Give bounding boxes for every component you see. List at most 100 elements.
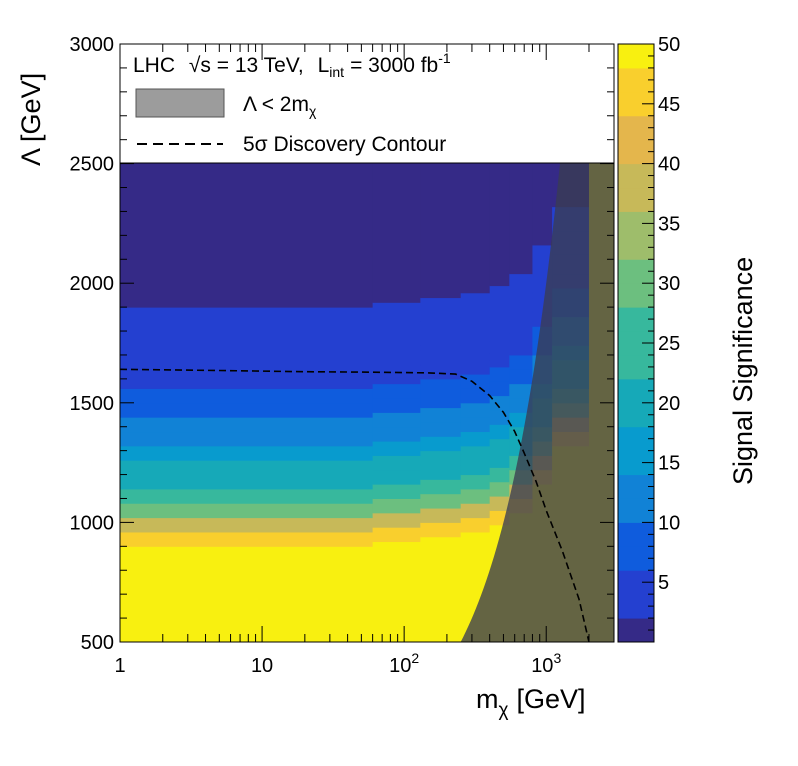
legend-contour-label: 5σ Discovery Contour [243,133,446,156]
heatmap-cell [120,445,374,461]
heatmap-cell [489,163,510,287]
heatmap-cell [460,402,491,418]
heatmap-cell [489,467,510,483]
heatmap-cell [372,541,421,642]
heatmap-cell [489,309,510,334]
color-scale-title: Signal Significance [728,257,758,485]
heatmap-cell [420,436,462,452]
x-axis-title-main: m [476,684,499,714]
legend-header: LHC √s = 13 TeV, Lint = 3000 fb-1 [133,50,451,80]
heatmap-cell [372,484,421,499]
heatmap-cell [489,381,510,397]
y-tick-label: 2500 [70,154,115,176]
heatmap-cell [460,388,491,404]
heatmap-cell [120,546,374,642]
heatmap-cell [460,163,491,294]
heatmap-cell [420,163,462,299]
heatmap-cell [372,426,421,442]
x-tick-base: 1 [114,655,125,677]
heatmap-cell [420,407,462,423]
x-axis-title: mχ [GeV] [476,684,586,721]
heatmap-cell [372,383,421,399]
heatmap-cell [509,340,533,356]
y-tick-label: 500 [81,632,114,654]
heatmap-cell [509,369,533,385]
heatmap-cell [489,496,510,511]
heatmap-cell [509,383,533,399]
heatmap-cell [420,450,462,466]
heatmap-cell [420,393,462,409]
heatmap-cell [489,438,510,454]
heatmap-cell [509,398,533,413]
heatmap-cell [460,340,491,361]
y-tick-label: 1000 [70,512,115,534]
x-tick-base: 10 [531,655,553,677]
legend-band-text: Λ < 2m [243,93,309,116]
heatmap-cell [509,297,533,322]
x-tick-label: 102 [389,650,419,677]
z-tick-label: 30 [658,273,680,295]
heatmap-cell [460,503,491,519]
legend-band-swatch [135,88,225,118]
x-tick-exponent: 2 [411,650,419,666]
heatmap-cell [420,345,462,366]
x-axis-title-unit: [GeV] [516,684,585,714]
heatmap-cell [372,350,421,370]
heatmap-cell [420,522,462,538]
heatmap-cell [489,424,510,440]
heatmap-cell [420,479,462,495]
heatmap-cell [420,493,462,509]
heatmap-cell [120,431,374,447]
y-axis-title: Λ [GeV] [16,73,46,166]
x-axis-title-sub: χ [499,700,509,721]
heatmap-cell [372,498,421,514]
heatmap-cell [120,460,374,476]
color-scale-axis: 5 10 15 20 25 30 35 40 45 50 [642,34,680,631]
x-tick-label: 10 [251,655,273,677]
heatmap-cell [460,474,491,490]
z-tick-label: 15 [658,453,680,475]
heatmap-cell [420,378,462,394]
heatmap-cell [120,374,374,389]
heatmap-cell [489,285,510,311]
x-axis: 1 10 102 103 [114,44,615,677]
heatmap-cell [460,460,491,476]
heatmap-cell [120,474,374,490]
energy-label: √s = 13 TeV, [189,54,304,77]
lumi-value: = 3000 fb [350,54,438,77]
lumi-sub: int [329,64,344,80]
heatmap-cell [120,402,374,418]
heatmap-cell [489,453,510,468]
lumi-unit-exp: -1 [438,50,451,66]
heatmap-cell [489,481,510,497]
heatmap-cell [120,417,374,433]
heatmap-cell [460,431,491,447]
heatmap-cell [372,326,421,351]
z-tick-label: 20 [658,393,680,415]
discovery-contour-line [120,368,590,642]
lumi-label: L [318,54,330,77]
x-tick-label: 1 [114,655,125,677]
heatmap-cell [509,273,533,299]
heatmap-cell [532,244,553,270]
z-tick-label: 35 [658,213,680,235]
heatmap-cell [120,307,374,332]
y-axis: 500 1000 1500 2000 2500 3000 [70,34,614,654]
heatmap-cell [120,503,374,519]
y-tick-label: 3000 [70,34,115,56]
heatmap-cell [489,366,510,382]
heatmap-cell [489,395,510,411]
heatmap-cell [489,333,510,354]
legend-band-label: Λ < 2mχ [243,93,317,119]
heatmap-cell [372,398,421,413]
heatmap-cell [372,527,421,543]
heatmap-cell [460,292,491,318]
heatmap-cell [120,517,374,533]
x-tick-base: 10 [251,655,273,677]
heatmap-cell [460,374,491,389]
heatmap-cell [372,412,421,428]
heatmap-cell [460,488,491,504]
legend-box: LHC √s = 13 TeV, Lint = 3000 fb-1 Λ < 2mχ… [119,43,615,164]
heatmap-cell [460,517,491,533]
